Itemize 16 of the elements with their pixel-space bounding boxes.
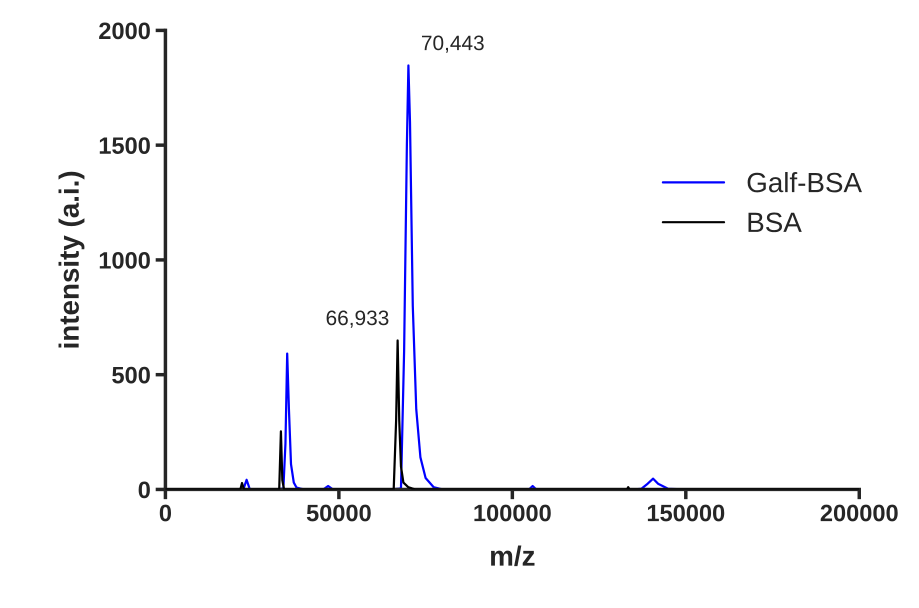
legend-label: Galf-BSA — [748, 172, 862, 192]
y-tick-label: 1000 — [100, 252, 150, 269]
x-tick-label: 150000 — [648, 504, 724, 522]
y-tick-label: 500 — [112, 366, 150, 384]
x-tick-label: 100000 — [474, 504, 551, 522]
annotation: 66,933 — [326, 310, 388, 328]
y-axis-title: intensity (a.i.) — [58, 172, 84, 348]
y-tick-label: 0 — [138, 482, 150, 498]
x-tick-label: 0 — [160, 504, 172, 522]
annotation: 70,443 — [422, 36, 484, 53]
y-tick-label: 2000 — [99, 22, 150, 40]
y-tick-label: 1500 — [100, 137, 150, 154]
legend-label: BSA — [748, 212, 802, 232]
x-tick-label: 200000 — [820, 504, 898, 522]
x-tick-label: 50000 — [306, 504, 371, 522]
x-axis-title: m/z — [491, 545, 534, 566]
